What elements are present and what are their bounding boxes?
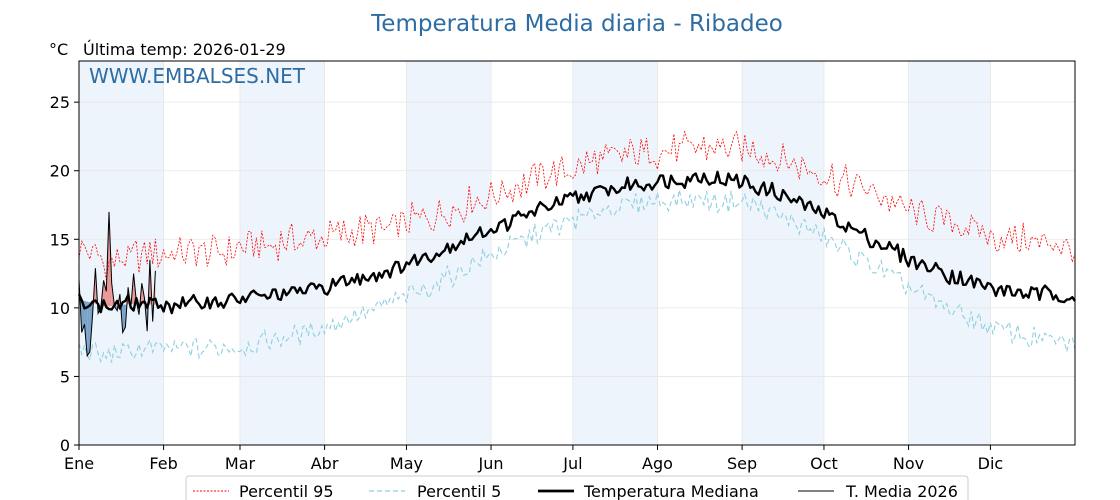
x-tick-label-Oct: Oct bbox=[810, 454, 838, 473]
month-shade-Sep bbox=[742, 61, 824, 445]
y-axis: 0 5 10 15 20 25 bbox=[50, 93, 79, 455]
y-tick-label: 5 bbox=[60, 367, 70, 386]
chart-title: Temperatura Media diaria - Ribadeo bbox=[370, 11, 783, 37]
legend-label-p95: Percentil 95 bbox=[239, 482, 334, 500]
month-shade-Ene bbox=[79, 61, 164, 445]
last-temp-label: Última temp: 2026-01-29 bbox=[83, 40, 286, 59]
x-tick-label-Ago: Ago bbox=[642, 454, 673, 473]
x-tick-label-Feb: Feb bbox=[149, 454, 177, 473]
x-tick-label-Mar: Mar bbox=[225, 454, 256, 473]
month-shade-May bbox=[406, 61, 492, 445]
x-tick-label-Dic: Dic bbox=[978, 454, 1004, 473]
plot-frame bbox=[78, 60, 1076, 446]
x-tick-label-Sep: Sep bbox=[727, 454, 757, 473]
y-tick-label: 25 bbox=[50, 93, 70, 112]
y-tick-label: 10 bbox=[50, 299, 70, 318]
x-tick-label-Ene: Ene bbox=[64, 454, 94, 473]
x-tick-label-Jun: Jun bbox=[478, 454, 504, 473]
legend-label-current: T. Media 2026 bbox=[845, 482, 958, 500]
x-tick-label-Abr: Abr bbox=[311, 454, 339, 473]
x-tick-label-May: May bbox=[390, 454, 423, 473]
y-tick-label: 15 bbox=[50, 230, 70, 249]
month-shade-Nov bbox=[908, 61, 991, 445]
gridlines bbox=[78, 61, 1075, 446]
watermark: WWW.EMBALSES.NET bbox=[89, 64, 306, 88]
series-line-percentil-5 bbox=[78, 189, 1076, 364]
month-shading bbox=[79, 61, 991, 445]
legend: Percentil 95 Percentil 5 Temperatura Med… bbox=[185, 475, 969, 500]
month-shade-Jul bbox=[572, 61, 658, 445]
legend-box bbox=[185, 475, 969, 500]
legend-label-p5: Percentil 5 bbox=[417, 482, 501, 500]
unit-label: °C bbox=[49, 40, 68, 59]
series-line-temperatura-mediana bbox=[77, 170, 1076, 315]
series-line-t-media-2026 bbox=[78, 211, 156, 358]
below-median-fill bbox=[87, 301, 90, 356]
x-tick-label-Jul: Jul bbox=[562, 454, 582, 473]
legend-label-median: Temperatura Mediana bbox=[583, 482, 759, 500]
y-tick-label: 0 bbox=[60, 436, 70, 455]
y-tick-label: 20 bbox=[50, 162, 70, 181]
x-tick-label-Nov: Nov bbox=[893, 454, 924, 473]
below-median-fill bbox=[122, 304, 126, 333]
series-lines bbox=[77, 130, 1076, 364]
x-axis: Ene Feb Mar Abr May Jun Jul Ago Sep Oct Nov Dic bbox=[64, 445, 1003, 473]
month-shade-Mar bbox=[239, 61, 325, 445]
